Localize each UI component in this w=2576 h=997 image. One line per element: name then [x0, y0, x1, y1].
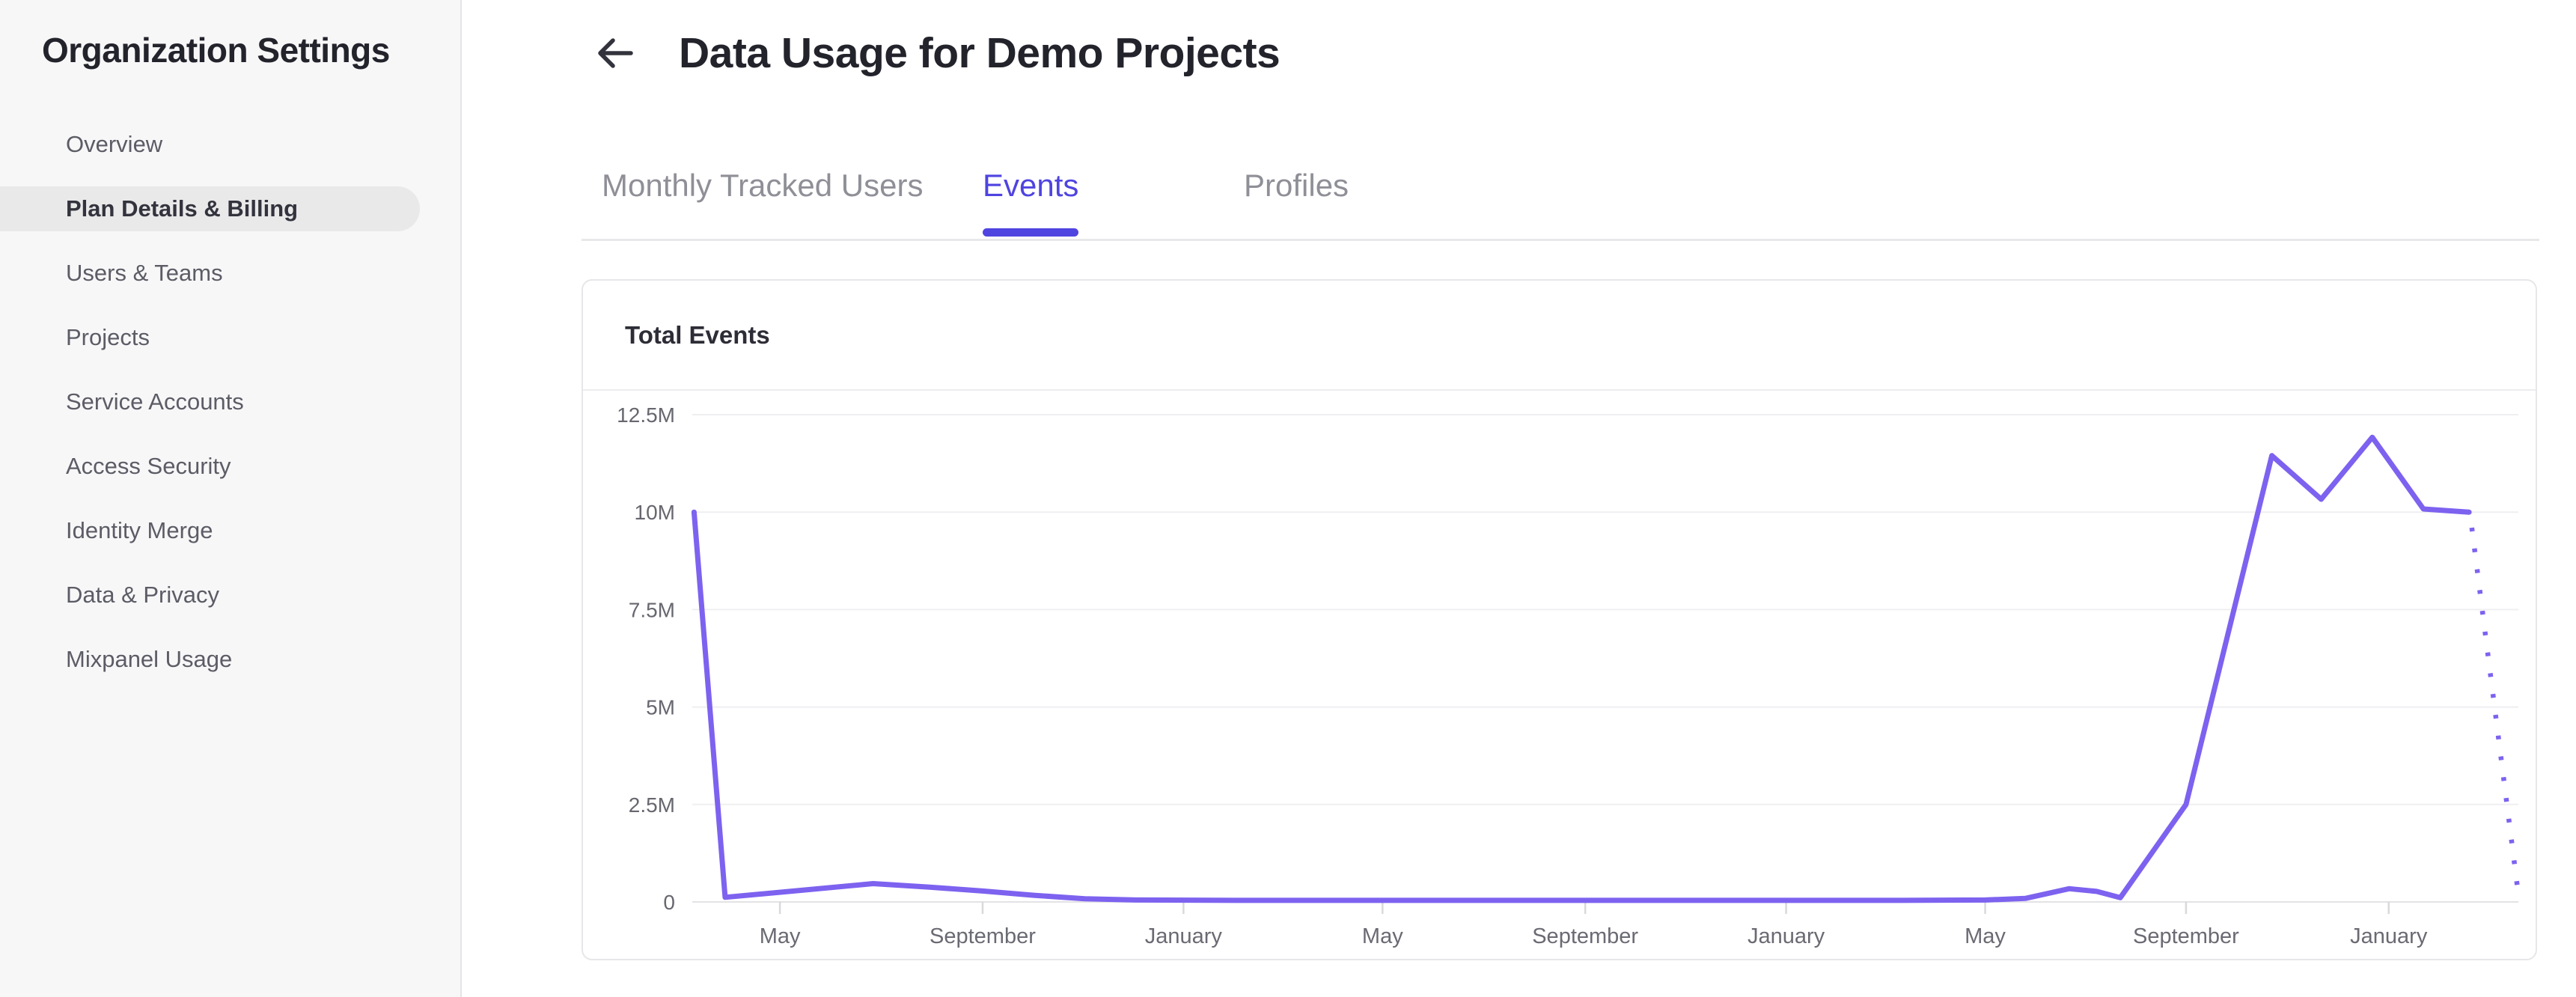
sidebar-item-label: Plan Details & Billing [66, 195, 299, 222]
sidebar-item-plan-details-and-billing[interactable]: Plan Details & Billing [0, 177, 460, 241]
tab-label: Monthly Tracked Users [602, 168, 924, 203]
x-tick-label: September [2133, 924, 2239, 948]
tab-events[interactable]: Events [983, 168, 1079, 237]
tab-profiles[interactable]: Profiles [1244, 168, 1349, 204]
page-title: Data Usage for Demo Projects [679, 29, 1281, 77]
sidebar-item-overview[interactable]: Overview [0, 112, 460, 177]
sidebar-item-label: Projects [66, 324, 150, 350]
sidebar-item-mixpanel-usage[interactable]: Mixpanel Usage [0, 627, 460, 692]
sidebar-item-identity-merge[interactable]: Identity Merge [0, 498, 460, 563]
page-header: Data Usage for Demo Projects [582, 27, 1281, 79]
sidebar-item-label: Mixpanel Usage [66, 646, 233, 672]
x-tick-label: May [1965, 924, 2006, 948]
active-tab-indicator [983, 228, 1079, 237]
sidebar-item-service-accounts[interactable]: Service Accounts [0, 370, 460, 434]
sidebar-title: Organization Settings [42, 31, 390, 70]
x-tick-label: September [1532, 924, 1638, 948]
x-tick-label: May [760, 924, 801, 948]
sidebar-item-label: Service Accounts [66, 388, 244, 415]
back-button[interactable] [595, 33, 635, 73]
card-title: Total Events [625, 320, 770, 349]
settings-sidebar: Organization Settings Overview Plan Detai… [0, 0, 462, 997]
y-tick-label: 12.5M [617, 403, 675, 427]
arrow-left-icon [598, 38, 633, 68]
sidebar-item-label: Overview [66, 131, 163, 157]
sidebar-nav: Overview Plan Details & Billing Users & Te… [0, 112, 460, 692]
y-tick-label: 5M [646, 696, 675, 719]
tab-bar: Monthly Tracked Users Events Profiles [582, 157, 2539, 241]
x-tick-label: January [1145, 924, 1223, 948]
y-tick-label: 0 [663, 891, 675, 914]
y-tick-label: 7.5M [629, 598, 675, 621]
tab-label: Profiles [1244, 168, 1349, 203]
tab-label: Events [983, 168, 1079, 203]
chart-svg: 12.5M 10M 7.5M 5M 2.5M 0 May September January Ma… [617, 403, 2521, 948]
sidebar-item-label: Users & Teams [66, 260, 223, 286]
sidebar-item-label: Data & Privacy [66, 582, 220, 608]
sidebar-item-label: Identity Merge [66, 517, 213, 543]
x-tick-label: January [2350, 924, 2428, 948]
sidebar-item-users-and-teams[interactable]: Users & Teams [0, 241, 460, 305]
total-events-card: Total Events 12.5M 10M 7.5M 5M 2.5M 0 May Septe… [582, 279, 2537, 960]
card-header: Total Events [583, 281, 2536, 391]
main-content: Data Usage for Demo Projects Monthly Tra… [582, 0, 2539, 997]
total-events-chart[interactable]: 12.5M 10M 7.5M 5M 2.5M 0 May September January Ma… [583, 391, 2536, 956]
sidebar-item-data-and-privacy[interactable]: Data & Privacy [0, 563, 460, 627]
y-tick-label: 10M [635, 501, 675, 524]
events-line [691, 434, 2472, 903]
x-tick-label: September [930, 924, 1036, 948]
active-item-pill [0, 186, 420, 231]
sidebar-item-projects[interactable]: Projects [0, 305, 460, 370]
sidebar-item-access-security[interactable]: Access Security [0, 434, 460, 498]
y-tick-label: 2.5M [629, 793, 675, 817]
tab-monthly-tracked-users[interactable]: Monthly Tracked Users [602, 168, 923, 204]
sidebar-item-label: Access Security [66, 453, 231, 479]
x-tick-label: January [1748, 924, 1825, 948]
x-tick-label: May [1362, 924, 1403, 948]
